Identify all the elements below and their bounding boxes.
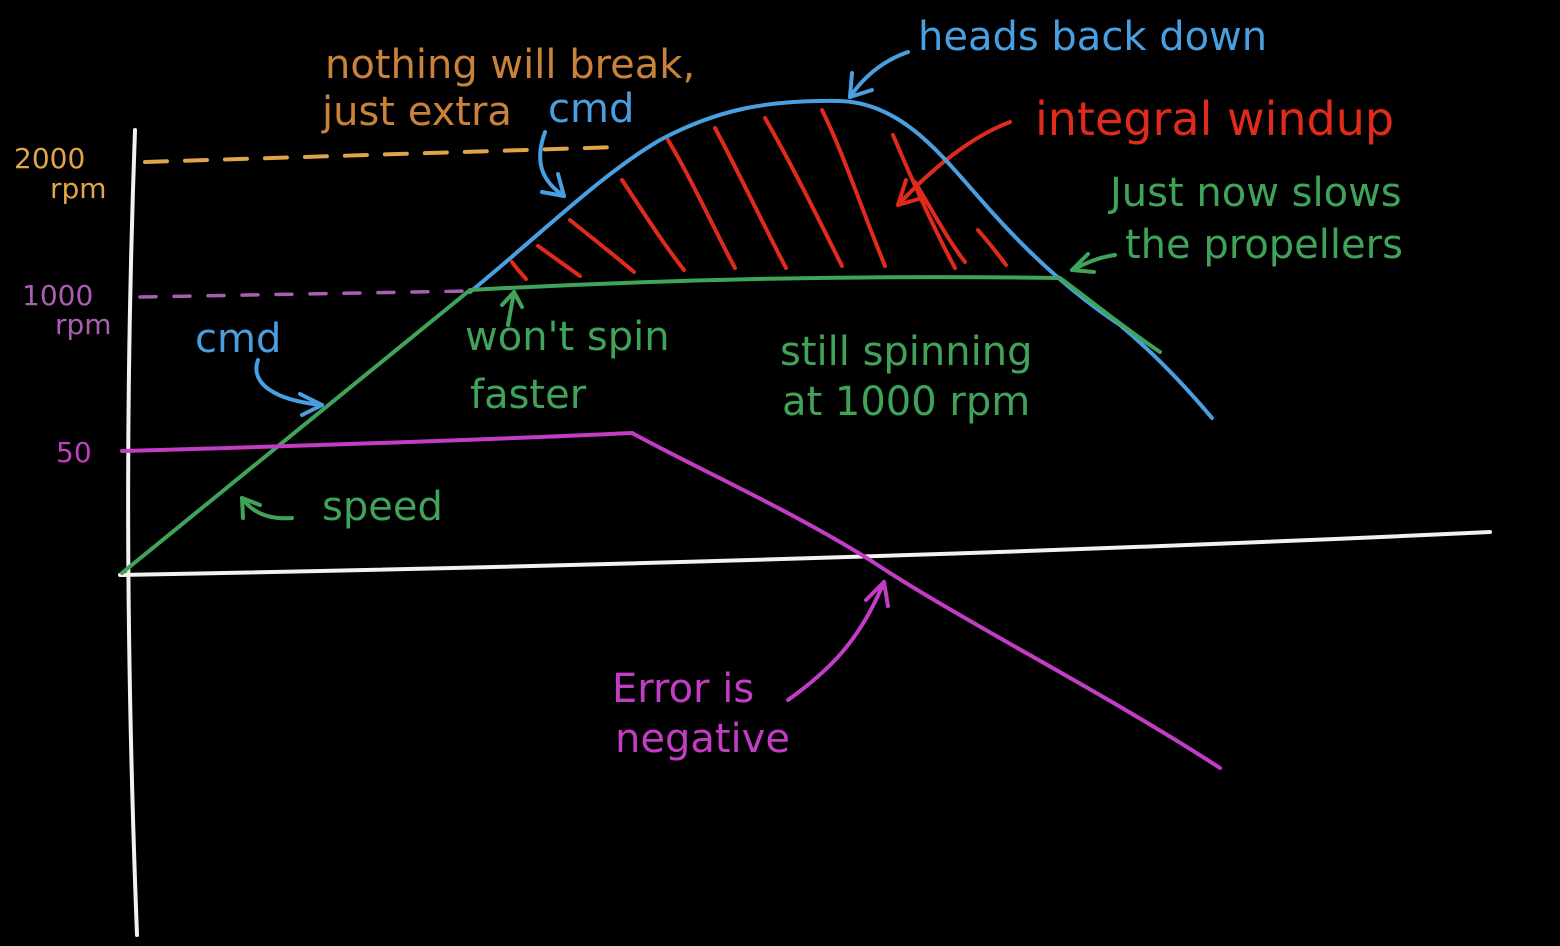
windup-hatching — [510, 108, 1008, 281]
tick-1000-value: 1000 — [22, 279, 93, 312]
error-arrow — [786, 580, 890, 702]
integral-windup-label: integral windup — [1035, 92, 1394, 146]
slows-arrow — [1070, 252, 1117, 274]
wont-arrow — [500, 290, 524, 327]
slows-line-2: the propellers — [1125, 222, 1403, 268]
speed-arrow — [240, 496, 294, 521]
error-curve — [120, 430, 1222, 770]
tick-2000-unit: rpm — [50, 172, 107, 205]
wont-line-1: won't spin — [465, 314, 670, 360]
windup-arrow — [896, 120, 1012, 207]
still-line-1: still spinning — [780, 329, 1032, 375]
note-line-2: just extra — [321, 89, 512, 135]
cmd-label: cmd — [195, 316, 281, 362]
heads-down-arrow — [848, 50, 910, 99]
heads-back-down-label: heads back down — [918, 14, 1267, 60]
tick-fifty: 50 — [56, 436, 92, 469]
cmd-arrow — [254, 358, 324, 417]
note-cmd: cmd — [548, 86, 634, 132]
note-arrow — [538, 130, 566, 198]
error-line-2: negative — [615, 716, 790, 762]
slows-line-1: Just now slows — [1107, 170, 1402, 216]
dashed-1000-line — [138, 289, 472, 299]
note-line-1: nothing will break, — [325, 42, 695, 88]
speed-curve — [120, 275, 1162, 575]
wont-line-2: faster — [470, 372, 587, 418]
tick-2000-value: 2000 — [14, 142, 85, 175]
x-axis — [118, 530, 1492, 577]
error-line-1: Error is — [612, 666, 754, 712]
y-axis — [126, 128, 139, 937]
speed-label: speed — [322, 484, 443, 530]
still-line-2: at 1000 rpm — [782, 379, 1030, 425]
tick-1000-unit: rpm — [55, 308, 112, 341]
dashed-2000-line — [143, 145, 622, 164]
